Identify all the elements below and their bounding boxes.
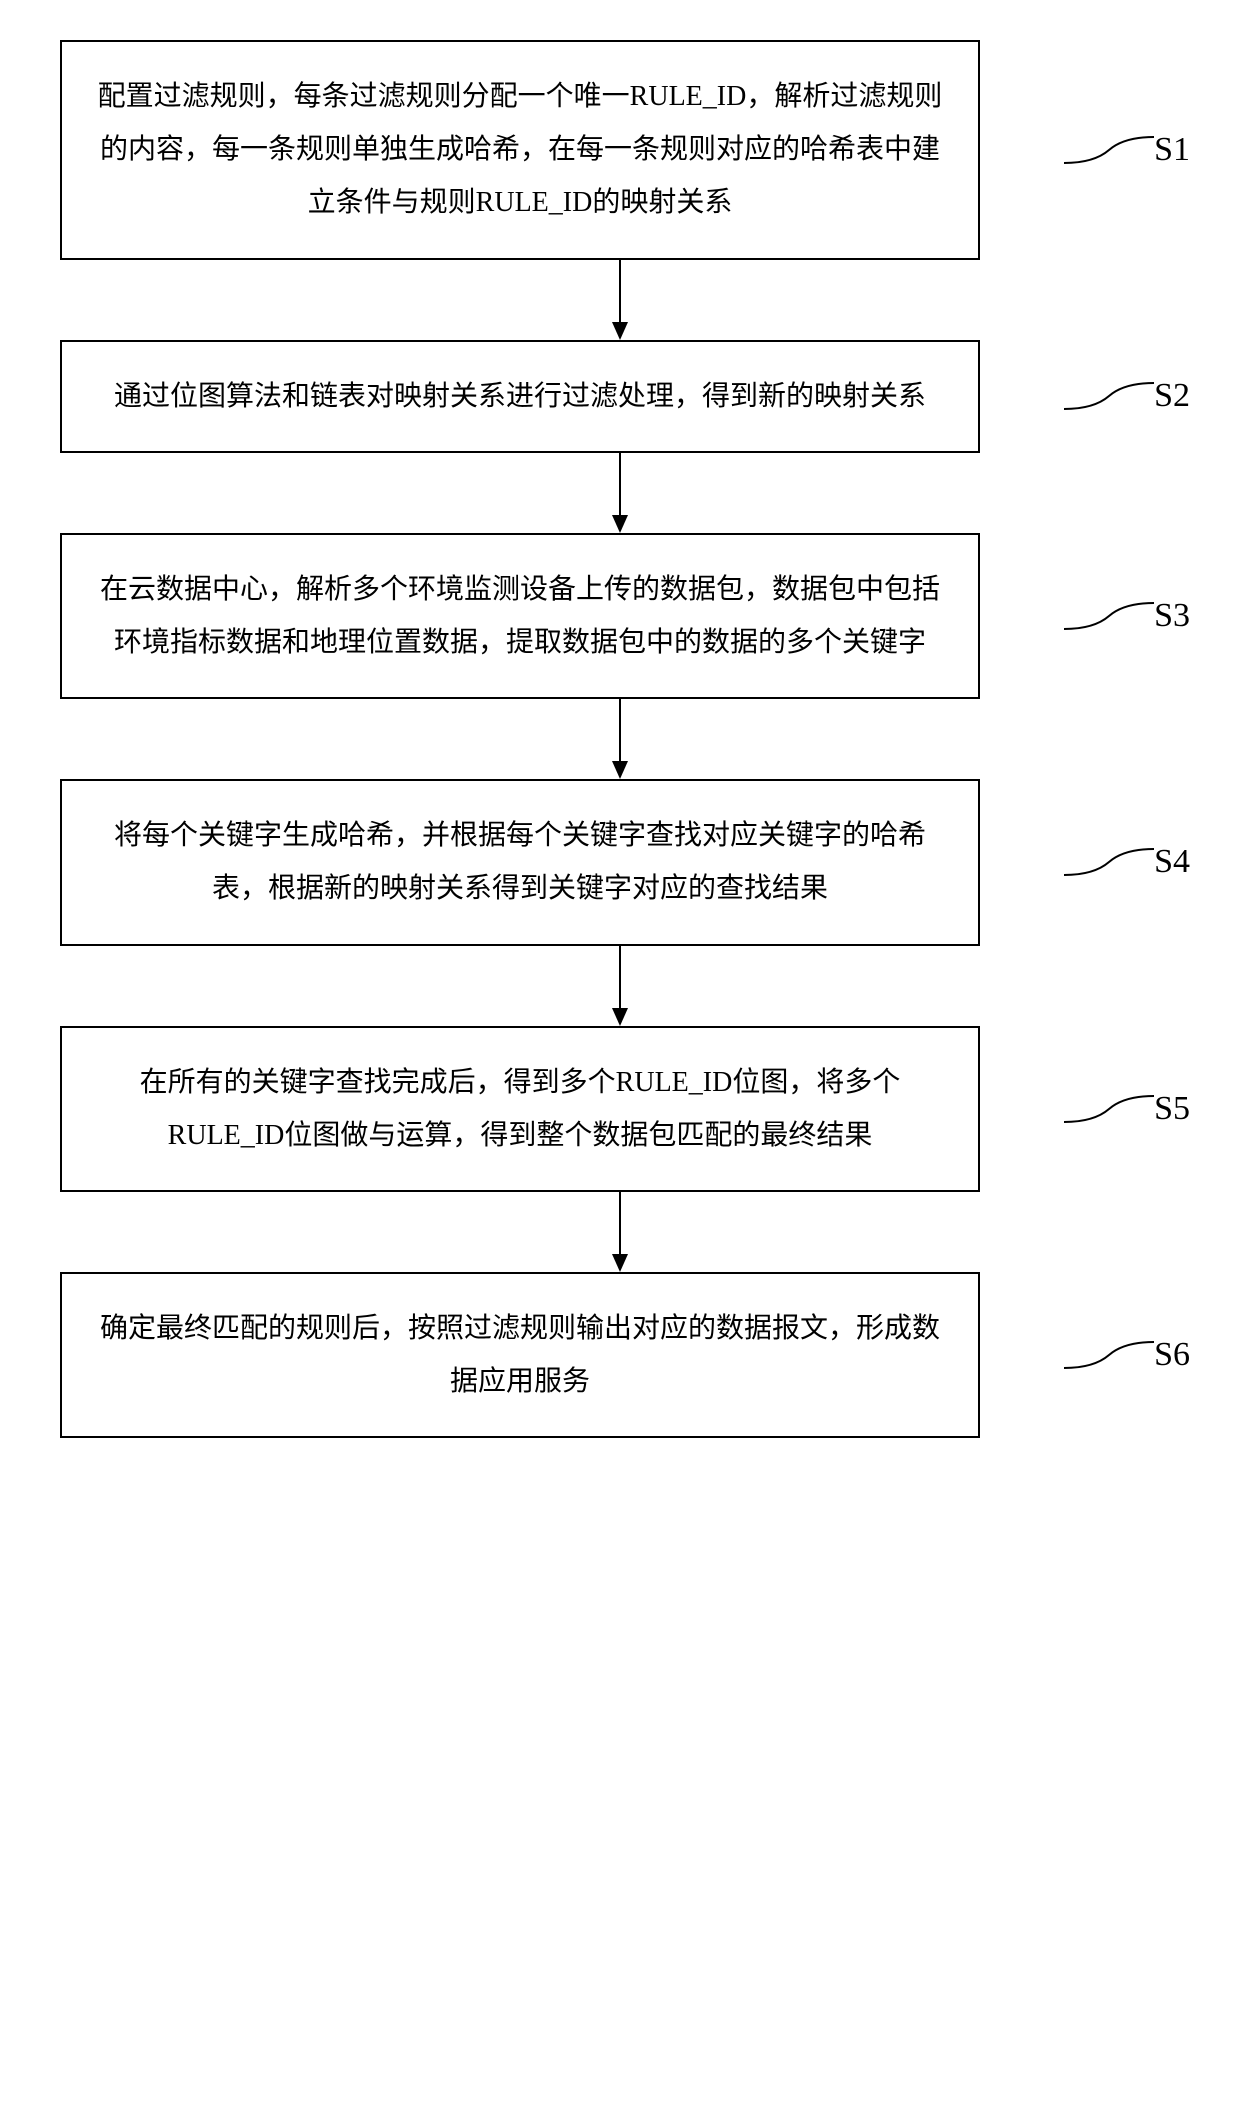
step-row-s3: 在云数据中心，解析多个环境监测设备上传的数据包，数据包中包括环境指标数据和地理位… [60,533,1180,699]
arrow-down-icon [605,453,635,533]
arrow-down-icon [605,699,635,779]
step-text: 确定最终匹配的规则后，按照过滤规则输出对应的数据报文，形成数据应用服务 [100,1313,940,1397]
curve-connector-icon [1064,837,1154,887]
step-text: 配置过滤规则，每条过滤规则分配一个唯一RULE_ID，解析过滤规则的内容，每一条… [98,81,943,218]
step-label-text: S2 [1154,377,1190,415]
step-row-s1: 配置过滤规则，每条过滤规则分配一个唯一RULE_ID，解析过滤规则的内容，每一条… [60,40,1180,260]
arrow-s3-s4 [160,699,1080,779]
step-box-s3: 在云数据中心，解析多个环境监测设备上传的数据包，数据包中包括环境指标数据和地理位… [60,533,980,699]
step-text: 将每个关键字生成哈希，并根据每个关键字查找对应关键字的哈希表，根据新的映射关系得… [114,820,926,904]
step-box-s2: 通过位图算法和链表对映射关系进行过滤处理，得到新的映射关系 [60,340,980,453]
step-label-s4: S4 [1064,837,1190,887]
step-text: 通过位图算法和链表对映射关系进行过滤处理，得到新的映射关系 [114,381,926,412]
curve-connector-icon [1064,125,1154,175]
step-row-s6: 确定最终匹配的规则后，按照过滤规则输出对应的数据报文，形成数据应用服务 S6 [60,1272,1180,1438]
step-label-s3: S3 [1064,591,1190,641]
step-text: 在云数据中心，解析多个环境监测设备上传的数据包，数据包中包括环境指标数据和地理位… [100,574,940,658]
step-row-s4: 将每个关键字生成哈希，并根据每个关键字查找对应关键字的哈希表，根据新的映射关系得… [60,779,1180,945]
step-label-text: S3 [1154,597,1190,635]
curve-connector-icon [1064,371,1154,421]
step-box-s5: 在所有的关键字查找完成后，得到多个RULE_ID位图，将多个RULE_ID位图做… [60,1026,980,1192]
step-label-text: S6 [1154,1336,1190,1374]
arrow-s4-s5 [160,946,1080,1026]
step-label-s5: S5 [1064,1084,1190,1134]
step-label-s1: S1 [1064,125,1190,175]
curve-connector-icon [1064,591,1154,641]
curve-connector-icon [1064,1330,1154,1380]
step-box-s1: 配置过滤规则，每条过滤规则分配一个唯一RULE_ID，解析过滤规则的内容，每一条… [60,40,980,260]
step-label-text: S1 [1154,131,1190,169]
arrow-s1-s2 [160,260,1080,340]
arrow-down-icon [605,1192,635,1272]
step-label-s6: S6 [1064,1330,1190,1380]
step-box-s6: 确定最终匹配的规则后，按照过滤规则输出对应的数据报文，形成数据应用服务 [60,1272,980,1438]
flowchart-container: 配置过滤规则，每条过滤规则分配一个唯一RULE_ID，解析过滤规则的内容，每一条… [60,40,1180,1438]
arrow-down-icon [605,946,635,1026]
step-text: 在所有的关键字查找完成后，得到多个RULE_ID位图，将多个RULE_ID位图做… [140,1067,901,1151]
arrow-down-icon [605,260,635,340]
arrow-s5-s6 [160,1192,1080,1272]
step-label-s2: S2 [1064,371,1190,421]
step-row-s2: 通过位图算法和链表对映射关系进行过滤处理，得到新的映射关系 S2 [60,340,1180,453]
step-box-s4: 将每个关键字生成哈希，并根据每个关键字查找对应关键字的哈希表，根据新的映射关系得… [60,779,980,945]
step-row-s5: 在所有的关键字查找完成后，得到多个RULE_ID位图，将多个RULE_ID位图做… [60,1026,1180,1192]
step-label-text: S4 [1154,843,1190,881]
arrow-s2-s3 [160,453,1080,533]
step-label-text: S5 [1154,1090,1190,1128]
curve-connector-icon [1064,1084,1154,1134]
